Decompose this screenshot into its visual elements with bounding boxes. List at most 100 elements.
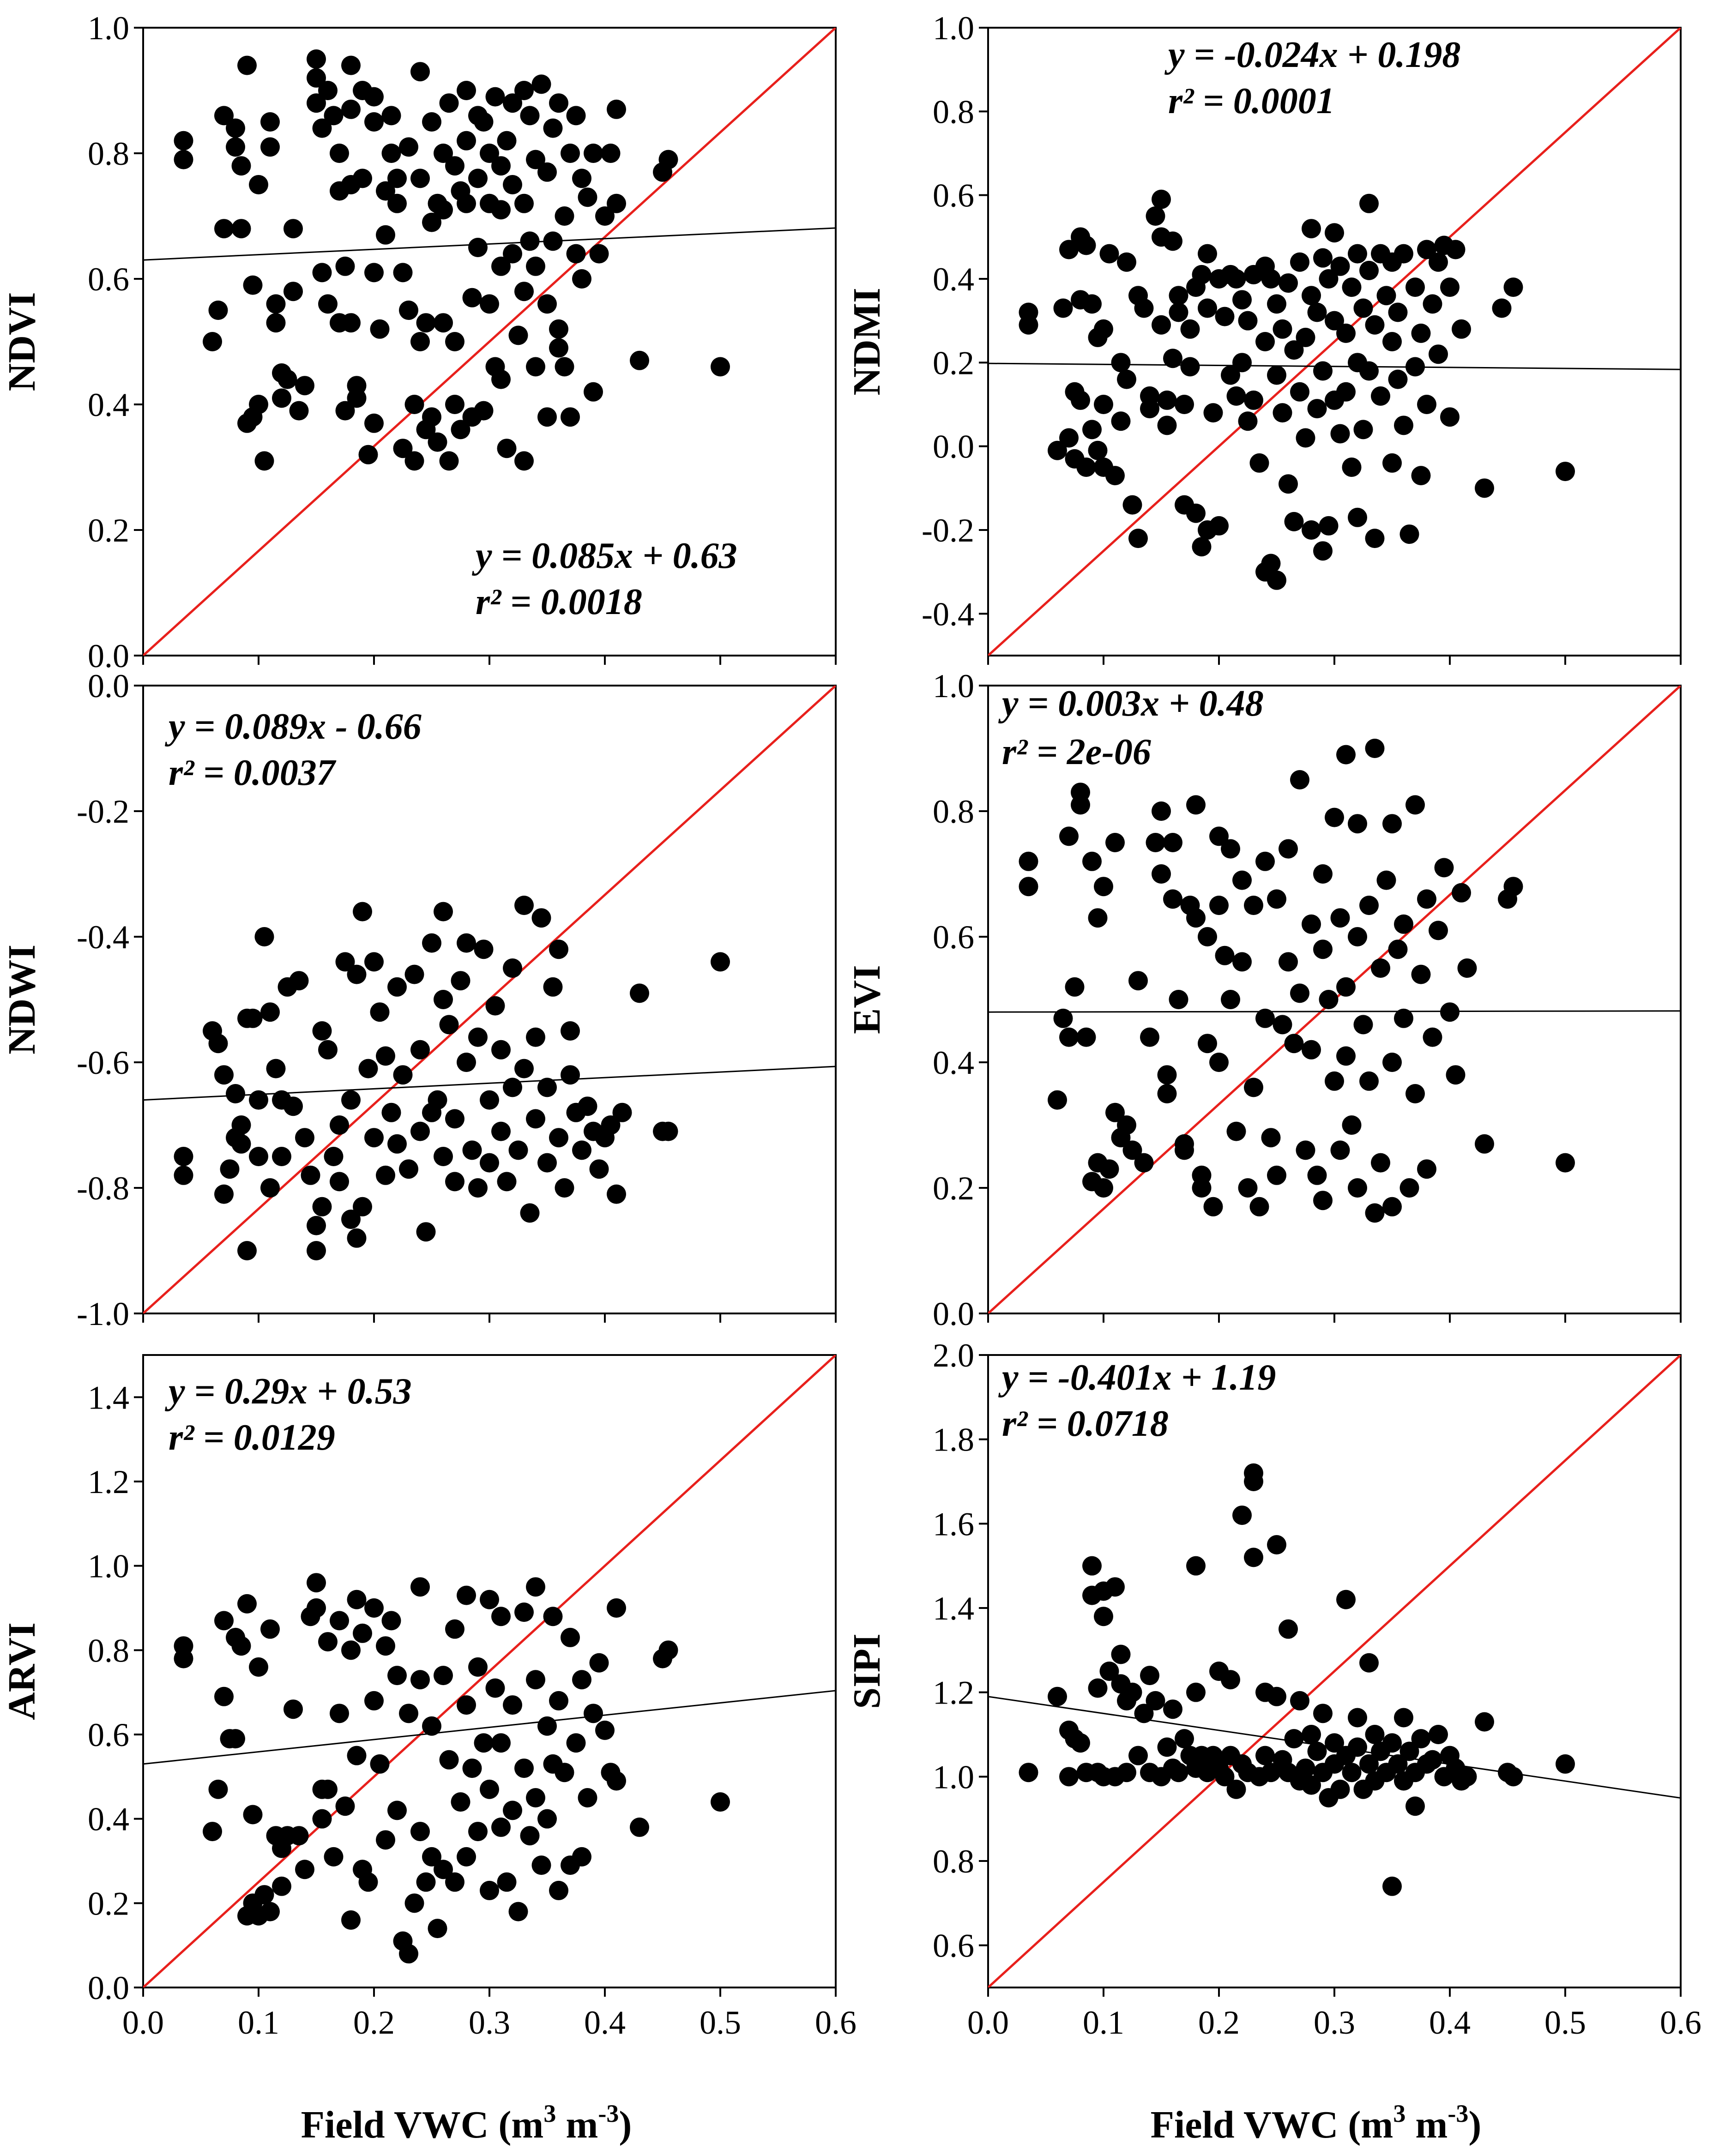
ndwi-data-point xyxy=(353,1197,372,1217)
ndvi-data-point xyxy=(526,150,545,169)
ndmi-data-point xyxy=(1325,223,1344,243)
sipi-data-point xyxy=(1302,1775,1321,1795)
ndvi-data-point xyxy=(601,144,621,163)
ndmi-data-point xyxy=(1267,294,1286,314)
ndvi-data-point xyxy=(468,238,488,257)
ndvi-data-point xyxy=(607,99,626,119)
evi-data-point xyxy=(1175,1140,1194,1160)
x-axis-title-right: Field VWC (m3 m-3) xyxy=(1151,2100,1482,2146)
arvi-y-tick-label: 0.2 xyxy=(88,1885,129,1922)
ndwi-data-point xyxy=(601,1115,621,1135)
ndwi-data-point xyxy=(364,952,384,972)
evi-data-point xyxy=(1330,1140,1350,1160)
ndwi-data-point xyxy=(561,1021,580,1041)
sipi-data-point xyxy=(1359,1653,1379,1673)
ndvi-data-point xyxy=(503,93,522,113)
ndmi-data-point xyxy=(1423,294,1442,314)
sipi-data-point xyxy=(1082,1556,1102,1576)
ndmi-data-point xyxy=(1279,474,1298,494)
arvi-data-point xyxy=(243,1805,263,1825)
evi-data-point xyxy=(1198,927,1217,946)
ndwi-data-point xyxy=(364,1128,384,1148)
ndvi-y-axis-label: NDVI xyxy=(0,292,43,391)
sipi-data-point xyxy=(1215,1767,1235,1787)
ndvi-data-point xyxy=(595,206,615,226)
sipi-panel: 0.6 0.8 1.0 1.2 1.4 1.6 1.8 2.0 0.0 0.1 0.2 0.3 0.4 0… xyxy=(845,1337,1701,2041)
ndwi-data-point xyxy=(318,1040,338,1060)
arvi-data-point xyxy=(330,1611,349,1631)
evi-data-point xyxy=(1348,1178,1367,1198)
ndwi-data-point xyxy=(531,908,551,928)
ndwi-data-point xyxy=(220,1159,240,1179)
arvi-data-point xyxy=(347,1590,367,1609)
evi-data-point xyxy=(1117,1115,1136,1135)
evi-data-point xyxy=(1267,1165,1286,1185)
arvi-panel: 0.0 0.2 0.4 0.6 0.8 1.0 1.2 1.4 0.0 0.1 0.2 0.3 0.4 0… xyxy=(0,1354,856,2041)
ndmi-data-point xyxy=(1117,369,1136,389)
ndvi-data-point xyxy=(508,325,528,345)
ndwi-data-point xyxy=(347,1228,367,1248)
evi-data-point xyxy=(1261,1128,1281,1148)
arvi-data-point xyxy=(428,1919,447,1939)
ndmi-data-point xyxy=(1169,302,1188,322)
ndvi-data-point xyxy=(572,169,591,188)
ndvi-data-point xyxy=(404,451,424,471)
evi-data-point xyxy=(1203,1197,1223,1217)
arvi-one-to-one-line xyxy=(143,1355,836,1987)
ndmi-data-point xyxy=(1111,353,1131,373)
ndvi-data-point xyxy=(364,263,384,283)
arvi-regression-line xyxy=(143,1690,836,1765)
ndmi-regression-line xyxy=(988,362,1681,370)
arvi-data-point xyxy=(410,1822,430,1842)
ndvi-panel: 0.0 0.2 0.4 0.6 0.8 1.0 NDVI y = 0.085x + 0.63 r… xyxy=(0,10,837,675)
ndmi-data-point xyxy=(1290,252,1309,272)
ndvi-data-point xyxy=(503,175,522,194)
ndwi-data-point xyxy=(254,927,274,946)
ndvi-data-point xyxy=(410,332,430,351)
ndwi-y-tick-label: -1.0 xyxy=(77,1295,129,1332)
sipi-x-tick-label: 0.0 xyxy=(967,2004,1009,2041)
sipi-data-point xyxy=(1348,1737,1367,1757)
arvi-data-point xyxy=(307,1598,326,1618)
ndwi-data-point xyxy=(439,1015,459,1035)
evi-data-point xyxy=(1146,833,1165,852)
evi-data-point xyxy=(1209,826,1229,846)
evi-data-point xyxy=(1371,958,1390,978)
ndvi-data-point xyxy=(543,231,563,251)
sipi-data-point xyxy=(1226,1779,1246,1799)
ndwi-y-tick-label: -0.6 xyxy=(77,1044,129,1081)
ndmi-data-point xyxy=(1446,240,1466,259)
ndwi-data-point xyxy=(434,902,453,921)
evi-data-point xyxy=(1429,921,1448,940)
ndvi-data-point xyxy=(387,193,407,213)
ndvi-data-point xyxy=(393,263,413,283)
ndmi-y-tick-label: -0.2 xyxy=(922,512,974,549)
ndvi-data-point xyxy=(537,294,557,314)
evi-data-point xyxy=(1099,1159,1119,1179)
arvi-data-point xyxy=(480,1590,499,1609)
arvi-x-tick-label: 0.2 xyxy=(353,2004,395,2041)
ndmi-data-point xyxy=(1319,516,1339,536)
arvi-data-point xyxy=(312,1809,332,1829)
ndwi-data-point xyxy=(578,1096,597,1116)
ndwi-data-point xyxy=(572,1140,591,1160)
ndvi-one-to-one-line xyxy=(143,28,836,656)
evi-data-point xyxy=(1302,914,1321,934)
evi-data-point xyxy=(1279,952,1298,972)
ndwi-y-tick-label: 0.0 xyxy=(88,668,129,705)
ndvi-data-point xyxy=(630,350,649,370)
evi-data-point xyxy=(1353,1015,1373,1035)
ndmi-data-point xyxy=(1209,516,1229,536)
evi-data-point xyxy=(1325,1071,1344,1091)
ndwi-data-point xyxy=(381,1102,401,1122)
ndmi-data-point xyxy=(1169,286,1188,306)
ndvi-data-point xyxy=(607,193,626,213)
ndvi-data-point xyxy=(520,231,540,251)
ndwi-r-squared: r² = 0.0037 xyxy=(169,753,337,793)
ndwi-equation: y = 0.089x - 0.66 xyxy=(164,706,422,747)
sipi-data-point xyxy=(1336,1590,1356,1609)
evi-data-point xyxy=(1319,990,1339,1009)
arvi-data-point xyxy=(491,1817,511,1837)
ndmi-data-point xyxy=(1411,466,1431,486)
